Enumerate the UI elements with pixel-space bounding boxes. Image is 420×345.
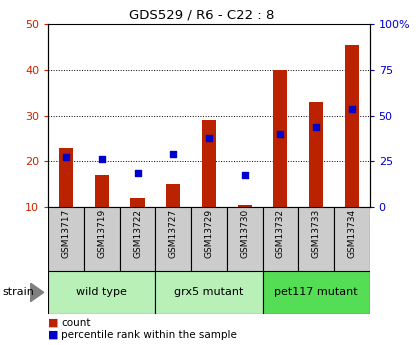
Text: percentile rank within the sample: percentile rank within the sample [61, 330, 237, 339]
Bar [262, 271, 370, 314]
Text: GSM13717: GSM13717 [62, 209, 71, 258]
Point [134, 170, 141, 176]
Point [206, 136, 212, 141]
Point [241, 172, 248, 178]
Bar [191, 207, 227, 271]
Text: GSM13727: GSM13727 [169, 209, 178, 258]
Text: GSM13722: GSM13722 [133, 209, 142, 258]
Bar [166, 184, 181, 207]
Bar [334, 207, 370, 271]
Bar [238, 205, 252, 207]
Text: GSM13719: GSM13719 [97, 209, 106, 258]
Bar [48, 207, 84, 271]
Bar [309, 102, 323, 207]
Text: GSM13730: GSM13730 [240, 209, 249, 258]
Point [312, 124, 319, 130]
Text: pet117 mutant: pet117 mutant [274, 287, 358, 297]
Text: wild type: wild type [76, 287, 127, 297]
Bar [120, 207, 155, 271]
Text: GSM13733: GSM13733 [312, 209, 320, 258]
Point [277, 131, 284, 137]
Bar [95, 175, 109, 207]
Bar [298, 207, 334, 271]
Bar [262, 207, 298, 271]
Bar [48, 271, 155, 314]
Bar [345, 45, 359, 207]
Point [63, 154, 70, 159]
Polygon shape [30, 283, 44, 302]
Bar [227, 207, 262, 271]
Text: GSM13729: GSM13729 [205, 209, 213, 258]
Text: GDS529 / R6 - C22 : 8: GDS529 / R6 - C22 : 8 [129, 9, 274, 22]
Text: grx5 mutant: grx5 mutant [174, 287, 244, 297]
Bar [130, 198, 144, 207]
Text: strain: strain [2, 287, 34, 297]
Bar [155, 271, 262, 314]
Text: ■: ■ [48, 330, 59, 339]
Point [349, 106, 355, 111]
Point [170, 152, 177, 157]
Bar [202, 120, 216, 207]
Text: count: count [61, 318, 90, 327]
Bar [84, 207, 120, 271]
Text: ■: ■ [48, 318, 59, 327]
Bar [59, 148, 74, 207]
Bar [155, 207, 191, 271]
Text: GSM13734: GSM13734 [347, 209, 356, 258]
Text: GSM13732: GSM13732 [276, 209, 285, 258]
Bar [273, 70, 288, 207]
Point [98, 156, 105, 162]
